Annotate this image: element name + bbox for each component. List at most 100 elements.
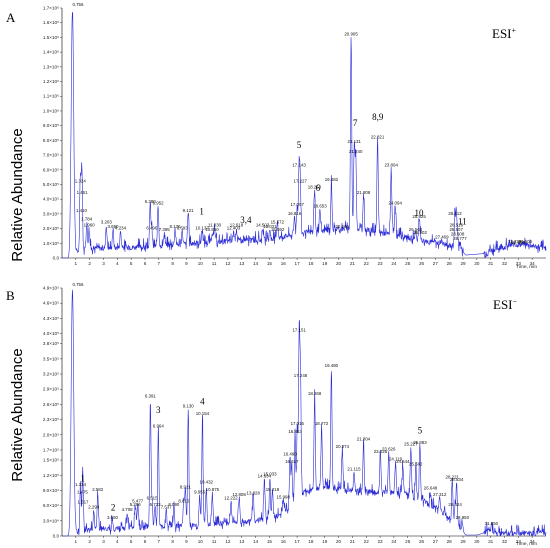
panel-b-ylabel: Relative Abundance bbox=[9, 348, 26, 481]
a-y-tick-label: 5.0×10⁵ bbox=[43, 182, 59, 187]
b-peak-rt-label: 23.026 bbox=[374, 449, 388, 454]
b-peak-rt-label: 19.480 bbox=[325, 363, 339, 368]
b-peak-rt-label: 15.998 bbox=[277, 495, 291, 500]
b-peak-rt-label: 25.883 bbox=[413, 440, 427, 445]
b-y-tick-label: 4.0×10⁵ bbox=[43, 331, 59, 336]
b-peak-rt-label: 15.218 bbox=[266, 487, 280, 492]
a-y-tick-label: 6.0×10⁵ bbox=[43, 167, 59, 172]
a-x-tick-label: 21 bbox=[350, 261, 356, 266]
b-x-tick-label: 8 bbox=[171, 539, 174, 544]
a-y-tick-label: 1.2×10⁶ bbox=[43, 79, 59, 84]
a-peak-rt-label: 21.240 bbox=[349, 149, 363, 154]
b-peak-rt-label: 28.950 bbox=[456, 515, 470, 520]
a-x-tick-label: 3 bbox=[102, 261, 105, 266]
b-peak-rt-label: 24.119 bbox=[389, 457, 403, 462]
b-x-tick-label: 34 bbox=[530, 539, 536, 544]
b-x-tick-label: 18 bbox=[308, 539, 314, 544]
a-peak-rt-label: 32.980 bbox=[511, 240, 525, 245]
a-x-tick-label: 9 bbox=[185, 261, 188, 266]
b-peak-rt-label: 15.033 bbox=[263, 471, 277, 476]
b-peak-rt-label: 12.808 bbox=[232, 492, 246, 497]
b-peak-rt-label: 1.334 bbox=[75, 482, 87, 487]
b-y-tick-label: 0.0 bbox=[53, 534, 60, 539]
a-peak-rt-label: 8.693 bbox=[177, 226, 189, 231]
b-x-tick-label: 14 bbox=[253, 539, 259, 544]
b-peak-rt-label: 17.248 bbox=[294, 373, 308, 378]
b-x-tick-label: 15 bbox=[267, 539, 273, 544]
a-y-tick-label: 1.3×10⁶ bbox=[43, 64, 59, 69]
b-peak-rt-label: 6.733 bbox=[150, 502, 162, 507]
b-peak-rt-label: 6.515 bbox=[147, 496, 159, 501]
b-peak-rt-label: 8.810 bbox=[178, 499, 190, 504]
a-compound-label: 3,4 bbox=[240, 215, 252, 225]
a-peak-rt-label: 15.592 bbox=[271, 227, 285, 232]
b-x-tick-label: 25 bbox=[405, 539, 411, 544]
b-peak-rt-label: 14.634 bbox=[258, 473, 272, 478]
a-x-tick-label: 12 bbox=[225, 261, 231, 266]
a-x-tick-label: 30 bbox=[474, 261, 480, 266]
a-x-tick-label: 4 bbox=[116, 261, 119, 266]
panel-a-ylabel: Relative Abundance bbox=[9, 128, 26, 261]
a-peak-rt-label: 17.227 bbox=[294, 178, 308, 183]
b-peak-rt-label: 12.222 bbox=[224, 496, 238, 501]
b-peak-rt-label: 2.582 bbox=[92, 487, 104, 492]
b-peak-rt-label: 16.490 bbox=[283, 452, 297, 457]
b-y-tick-label: 3.0×10⁴ bbox=[43, 518, 59, 523]
a-chromatogram-trace bbox=[62, 12, 547, 259]
a-peak-rt-label: 1.784 bbox=[81, 217, 93, 222]
a-peak-rt-label: 12.403 bbox=[227, 226, 241, 231]
a-x-tick-label: 20 bbox=[336, 261, 342, 266]
a-x-tick-label: 23 bbox=[377, 261, 383, 266]
b-chromatogram-trace bbox=[62, 289, 547, 537]
a-x-tick-label: 24 bbox=[391, 261, 397, 266]
b-peak-rt-label: 21.804 bbox=[357, 436, 371, 441]
a-y-tick-label: 8.0×10⁵ bbox=[43, 138, 59, 143]
a-y-tick-label: 1.7×10⁶ bbox=[43, 6, 59, 11]
a-peak-rt-label: 10.850 bbox=[205, 227, 219, 232]
a-x-tick-label: 34 bbox=[530, 261, 536, 266]
b-x-tick-label: 4 bbox=[116, 539, 119, 544]
b-x-tick-label: 27 bbox=[433, 539, 439, 544]
a-x-tick-label: 10 bbox=[198, 261, 204, 266]
b-x-tick-label: 33 bbox=[516, 539, 522, 544]
b-peak-rt-label: 1.517 bbox=[77, 500, 89, 505]
b-peak-rt-label: 1.475 bbox=[77, 490, 89, 495]
panel-a-plot: 1.7×10⁶ 1.6×10⁶ 1.5×10⁶ 1.4×10⁶ 1.3×10⁶ 1.2×1… bbox=[43, 2, 547, 266]
b-peak-rt-label: 5.296 bbox=[130, 502, 142, 507]
a-peak-rt-label: 4.234 bbox=[115, 226, 127, 231]
b-y-tick-label: 3.5×10⁵ bbox=[43, 356, 59, 361]
a-peak-rt-label: 23.804 bbox=[384, 162, 398, 167]
a-peak-rt-label: 6.380 bbox=[145, 199, 157, 204]
b-compound-label: 5 bbox=[418, 425, 423, 435]
b-y-tick-label: 2.6×10⁵ bbox=[43, 402, 59, 407]
a-x-tick-label: 31 bbox=[488, 261, 494, 266]
b-peak-rt-label: 18.268 bbox=[308, 391, 322, 396]
b-peak-rt-label: 17.151 bbox=[292, 328, 306, 333]
b-peak-rt-label: 3.650 bbox=[107, 515, 119, 520]
panel-a-label: A bbox=[6, 10, 16, 25]
a-x-tick-label: 22 bbox=[364, 261, 370, 266]
a-x-tick-label: 1 bbox=[75, 261, 78, 266]
a-peak-rt-label: 28.608 bbox=[451, 231, 465, 236]
b-x-tick-label: 21 bbox=[350, 539, 356, 544]
b-peak-rt-label: 23.626 bbox=[382, 446, 396, 451]
a-peak-rt-label: 28.507 bbox=[449, 227, 463, 232]
a-x-tick-label: 17 bbox=[295, 261, 301, 266]
b-peak-rt-label: 10.432 bbox=[200, 479, 214, 484]
a-x-tick-label: 18 bbox=[308, 261, 314, 266]
b-peak-rt-label: 6.391 bbox=[145, 393, 157, 398]
panel-b-plot: 4.9×10⁵ 4.6×10⁵ 4.3×10⁵ 4.0×10⁵ 3.8×10⁵ 3.5×1… bbox=[43, 282, 547, 544]
a-peak-rt-label: 17.007 bbox=[290, 202, 304, 207]
a-y-tick-label: 1.6×10⁶ bbox=[43, 20, 59, 25]
panel-b-label: B bbox=[6, 288, 15, 303]
a-peak-rt-label: 24.094 bbox=[388, 201, 402, 206]
b-x-tick-label: 26 bbox=[419, 539, 425, 544]
b-y-tick-label: 3.2×10⁵ bbox=[43, 372, 59, 377]
a-peak-rt-label: 1.451 bbox=[77, 190, 89, 195]
b-peak-rt-label: 16.853 bbox=[288, 429, 302, 434]
b-x-tick-label: 23 bbox=[377, 539, 383, 544]
a-x-tick-label: 27 bbox=[433, 261, 439, 266]
b-compound-label: 2 bbox=[111, 503, 116, 513]
a-x-tick-label: 25 bbox=[405, 261, 411, 266]
